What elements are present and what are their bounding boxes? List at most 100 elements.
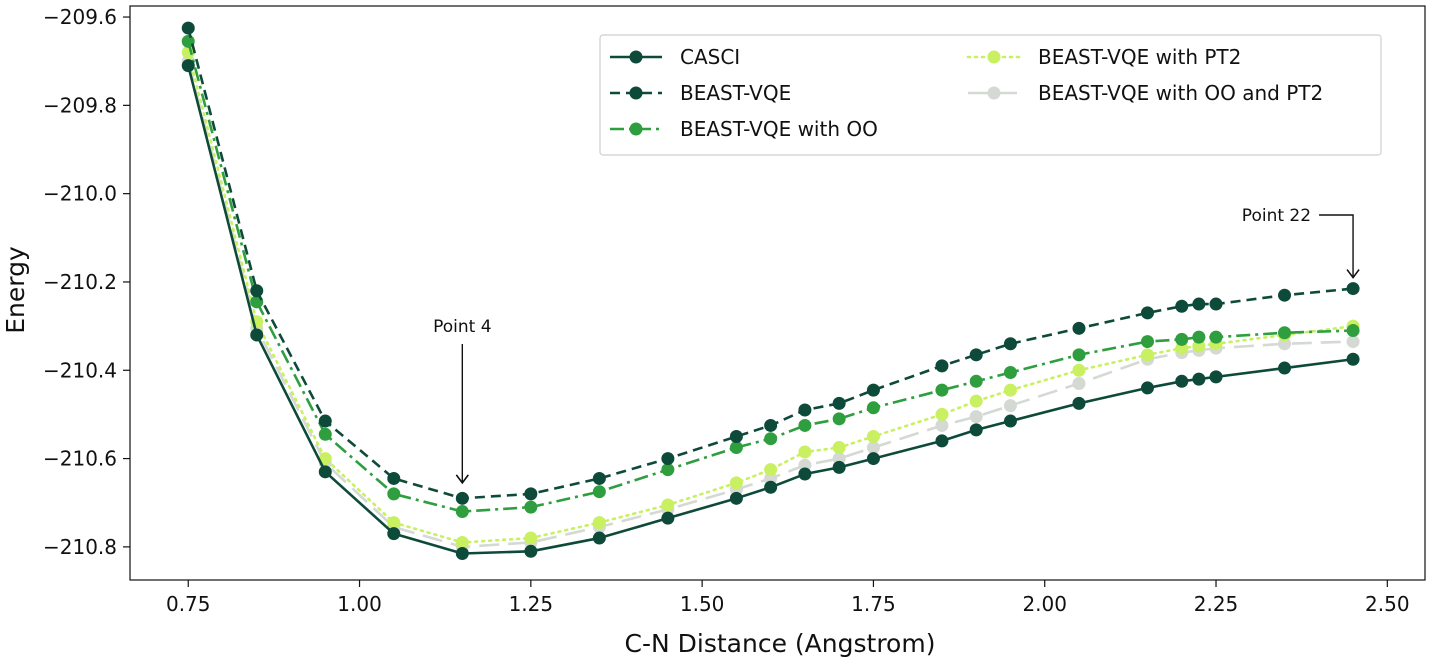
data-point <box>1072 363 1086 377</box>
legend-label: BEAST-VQE with OO <box>680 117 878 141</box>
data-point <box>1141 381 1154 395</box>
data-point <box>1175 332 1189 346</box>
data-point <box>524 531 538 545</box>
data-point <box>764 463 778 477</box>
y-tick-label: −210.0 <box>43 182 117 206</box>
data-point <box>455 535 469 549</box>
y-tick-label: −210.2 <box>43 270 117 294</box>
plot-border <box>129 5 1426 581</box>
x-tick-label: 2.25 <box>1194 592 1239 616</box>
legend-item: BEAST-VQE <box>610 81 791 105</box>
x-tick-label: 1.25 <box>509 592 554 616</box>
y-tick-label: −209.8 <box>43 93 117 117</box>
legend-label: CASCI <box>680 45 740 69</box>
data-point <box>798 403 812 417</box>
data-point <box>1209 297 1223 311</box>
y-tick-label: −210.6 <box>43 447 117 471</box>
data-point <box>1346 282 1360 296</box>
data-point <box>592 471 606 485</box>
data-point <box>866 430 880 443</box>
data-point <box>592 485 606 499</box>
data-point <box>798 445 812 459</box>
data-point <box>250 328 264 342</box>
x-tick-label: 1.50 <box>680 592 725 616</box>
data-point <box>1346 324 1360 338</box>
legend-marker <box>629 122 643 136</box>
data-point <box>1003 399 1017 413</box>
series-layer <box>181 21 1360 561</box>
data-point <box>764 480 778 494</box>
x-axis-label: C-N Distance (Angstrom) <box>625 629 936 658</box>
legend-marker <box>629 50 643 64</box>
data-point <box>181 21 195 35</box>
y-axis-label: Energy <box>1 246 30 334</box>
data-point <box>387 527 401 541</box>
data-point <box>1141 335 1154 349</box>
data-point <box>524 487 538 501</box>
data-point <box>935 383 949 397</box>
data-point <box>866 383 880 397</box>
data-point <box>592 531 606 545</box>
data-point <box>455 505 469 519</box>
data-point <box>832 441 846 455</box>
legend-label: BEAST-VQE with PT2 <box>1038 45 1241 69</box>
legend-item: BEAST-VQE with PT2 <box>966 45 1241 69</box>
data-point <box>318 452 332 466</box>
y-tick-label: −209.6 <box>43 5 117 29</box>
data-point <box>1175 299 1189 313</box>
annotations: Point 4 Point 22 <box>433 206 1360 485</box>
data-point <box>1072 321 1086 335</box>
x-tick-label: 2.00 <box>1022 592 1067 616</box>
legend-item: CASCI <box>610 45 740 69</box>
data-point <box>935 434 949 448</box>
data-point <box>729 476 743 490</box>
data-point <box>1192 297 1206 311</box>
data-point <box>798 467 812 481</box>
data-point <box>1278 288 1292 302</box>
data-point <box>969 423 983 437</box>
data-point <box>592 516 606 530</box>
legend: CASCI BEAST-VQE BEAST-VQE with OO BEAST-VQE… <box>599 34 1382 156</box>
data-point <box>524 500 538 514</box>
data-point <box>181 59 195 73</box>
legend-label: BEAST-VQE with OO and PT2 <box>1038 81 1323 105</box>
legend-label: BEAST-VQE <box>680 81 791 105</box>
data-point <box>935 359 949 373</box>
data-point <box>455 491 469 505</box>
data-point <box>524 544 538 558</box>
data-point <box>1192 372 1206 386</box>
data-point <box>866 441 880 455</box>
data-point <box>1072 348 1086 362</box>
data-point <box>1003 365 1017 379</box>
data-point <box>1003 414 1017 428</box>
x-tick-label: 1.00 <box>337 592 382 616</box>
data-point <box>969 374 983 388</box>
data-point <box>1209 330 1223 344</box>
data-point <box>935 407 949 421</box>
data-point <box>661 452 675 466</box>
data-point <box>250 284 264 298</box>
data-point <box>866 452 880 466</box>
data-point <box>661 463 675 477</box>
data-point <box>661 511 675 525</box>
data-point <box>1278 326 1292 340</box>
data-point <box>798 418 812 432</box>
data-point <box>387 471 401 485</box>
data-point <box>729 441 743 455</box>
data-point <box>729 430 743 443</box>
data-point <box>318 427 332 441</box>
series-casci <box>181 59 1360 561</box>
data-point <box>1141 348 1154 362</box>
data-point <box>1175 374 1189 388</box>
legend-marker <box>987 50 1001 64</box>
data-point <box>1346 352 1360 366</box>
data-point <box>935 418 949 432</box>
series-beast-vqe <box>181 21 1360 505</box>
data-point <box>969 394 983 408</box>
data-point <box>969 348 983 362</box>
plot-frame <box>129 5 1426 581</box>
data-point <box>832 412 846 426</box>
legend-item: BEAST-VQE with OO and PT2 <box>968 81 1323 105</box>
axis-ticks: 0.75 1.00 1.25 1.50 1.75 2.00 2.25 2.50 −209.6 −2… <box>43 5 1410 616</box>
